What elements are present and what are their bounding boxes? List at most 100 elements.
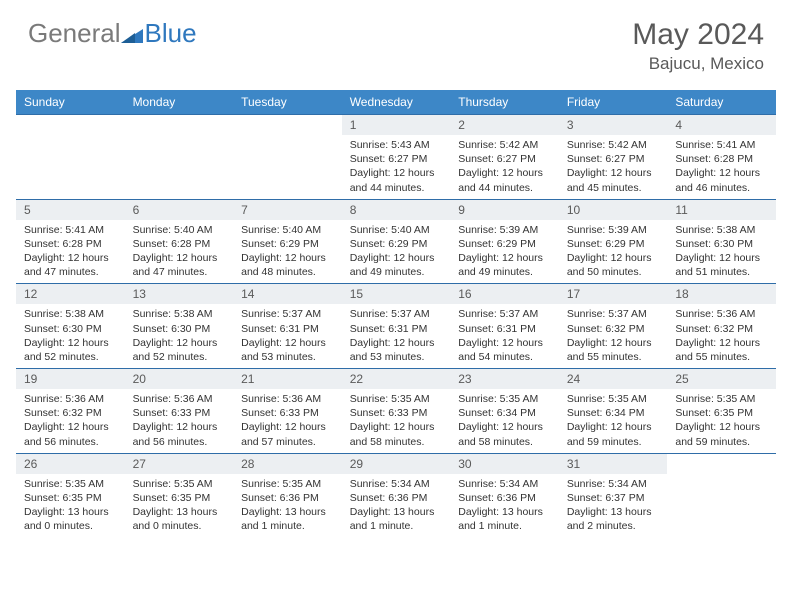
cell-body: Sunrise: 5:37 AMSunset: 6:31 PMDaylight:… <box>450 304 559 368</box>
day-number: 25 <box>667 369 776 389</box>
day-number: 13 <box>125 284 234 304</box>
title-block: May 2024 Bajucu, Mexico <box>632 18 764 74</box>
sunset-text: Sunset: 6:30 PM <box>675 237 768 251</box>
sunrise-text: Sunrise: 5:35 AM <box>241 477 334 491</box>
daylight-text: Daylight: 12 hours and 56 minutes. <box>24 420 117 448</box>
calendar-cell: 16Sunrise: 5:37 AMSunset: 6:31 PMDayligh… <box>450 284 559 369</box>
daylight-text: Daylight: 13 hours and 1 minute. <box>241 505 334 533</box>
calendar-cell: 20Sunrise: 5:36 AMSunset: 6:33 PMDayligh… <box>125 369 234 454</box>
day-number: 28 <box>233 454 342 474</box>
sunrise-text: Sunrise: 5:39 AM <box>567 223 660 237</box>
calendar-row: 5Sunrise: 5:41 AMSunset: 6:28 PMDaylight… <box>16 199 776 284</box>
header: General Blue May 2024 Bajucu, Mexico <box>0 0 792 84</box>
calendar-cell: 24Sunrise: 5:35 AMSunset: 6:34 PMDayligh… <box>559 369 668 454</box>
day-number: 18 <box>667 284 776 304</box>
calendar-cell <box>16 115 125 200</box>
daylight-text: Daylight: 12 hours and 52 minutes. <box>133 336 226 364</box>
sunset-text: Sunset: 6:32 PM <box>567 322 660 336</box>
sunrise-text: Sunrise: 5:40 AM <box>350 223 443 237</box>
calendar-table: Sunday Monday Tuesday Wednesday Thursday… <box>16 90 776 537</box>
daylight-text: Daylight: 12 hours and 58 minutes. <box>350 420 443 448</box>
sunrise-text: Sunrise: 5:36 AM <box>24 392 117 406</box>
calendar-cell: 17Sunrise: 5:37 AMSunset: 6:32 PMDayligh… <box>559 284 668 369</box>
sunset-text: Sunset: 6:29 PM <box>567 237 660 251</box>
daylight-text: Daylight: 12 hours and 59 minutes. <box>675 420 768 448</box>
cell-body: Sunrise: 5:36 AMSunset: 6:33 PMDaylight:… <box>233 389 342 453</box>
weekday-tue: Tuesday <box>233 90 342 115</box>
sunrise-text: Sunrise: 5:35 AM <box>567 392 660 406</box>
sunset-text: Sunset: 6:31 PM <box>350 322 443 336</box>
calendar-cell: 6Sunrise: 5:40 AMSunset: 6:28 PMDaylight… <box>125 199 234 284</box>
daylight-text: Daylight: 12 hours and 48 minutes. <box>241 251 334 279</box>
day-number: 22 <box>342 369 451 389</box>
calendar-cell: 13Sunrise: 5:38 AMSunset: 6:30 PMDayligh… <box>125 284 234 369</box>
day-number: 3 <box>559 115 668 135</box>
sunrise-text: Sunrise: 5:38 AM <box>133 307 226 321</box>
sunrise-text: Sunrise: 5:34 AM <box>458 477 551 491</box>
daylight-text: Daylight: 12 hours and 57 minutes. <box>241 420 334 448</box>
logo-triangle-icon <box>121 25 143 43</box>
calendar-cell: 9Sunrise: 5:39 AMSunset: 6:29 PMDaylight… <box>450 199 559 284</box>
cell-body: Sunrise: 5:37 AMSunset: 6:32 PMDaylight:… <box>559 304 668 368</box>
day-number: 9 <box>450 200 559 220</box>
calendar-cell: 30Sunrise: 5:34 AMSunset: 6:36 PMDayligh… <box>450 453 559 537</box>
cell-body: Sunrise: 5:35 AMSunset: 6:35 PMDaylight:… <box>125 474 234 538</box>
day-number: 1 <box>342 115 451 135</box>
sunset-text: Sunset: 6:35 PM <box>133 491 226 505</box>
day-number: 4 <box>667 115 776 135</box>
calendar-cell: 25Sunrise: 5:35 AMSunset: 6:35 PMDayligh… <box>667 369 776 454</box>
logo-text-blue: Blue <box>145 18 197 49</box>
sunrise-text: Sunrise: 5:40 AM <box>241 223 334 237</box>
cell-body: Sunrise: 5:38 AMSunset: 6:30 PMDaylight:… <box>667 220 776 284</box>
daylight-text: Daylight: 13 hours and 1 minute. <box>458 505 551 533</box>
day-number: 2 <box>450 115 559 135</box>
day-number: 6 <box>125 200 234 220</box>
sunset-text: Sunset: 6:27 PM <box>458 152 551 166</box>
cell-body: Sunrise: 5:36 AMSunset: 6:32 PMDaylight:… <box>667 304 776 368</box>
weekday-sun: Sunday <box>16 90 125 115</box>
day-number: 30 <box>450 454 559 474</box>
daylight-text: Daylight: 12 hours and 49 minutes. <box>350 251 443 279</box>
sunset-text: Sunset: 6:28 PM <box>675 152 768 166</box>
day-number: 23 <box>450 369 559 389</box>
sunset-text: Sunset: 6:36 PM <box>350 491 443 505</box>
sunrise-text: Sunrise: 5:37 AM <box>458 307 551 321</box>
calendar-cell: 1Sunrise: 5:43 AMSunset: 6:27 PMDaylight… <box>342 115 451 200</box>
sunset-text: Sunset: 6:30 PM <box>24 322 117 336</box>
calendar-cell: 11Sunrise: 5:38 AMSunset: 6:30 PMDayligh… <box>667 199 776 284</box>
weekday-header-row: Sunday Monday Tuesday Wednesday Thursday… <box>16 90 776 115</box>
day-number: 15 <box>342 284 451 304</box>
cell-body: Sunrise: 5:34 AMSunset: 6:36 PMDaylight:… <box>450 474 559 538</box>
sunrise-text: Sunrise: 5:42 AM <box>567 138 660 152</box>
cell-body: Sunrise: 5:35 AMSunset: 6:34 PMDaylight:… <box>450 389 559 453</box>
calendar-row: 12Sunrise: 5:38 AMSunset: 6:30 PMDayligh… <box>16 284 776 369</box>
sunset-text: Sunset: 6:28 PM <box>24 237 117 251</box>
calendar-cell: 19Sunrise: 5:36 AMSunset: 6:32 PMDayligh… <box>16 369 125 454</box>
sunrise-text: Sunrise: 5:35 AM <box>133 477 226 491</box>
cell-body: Sunrise: 5:39 AMSunset: 6:29 PMDaylight:… <box>450 220 559 284</box>
daylight-text: Daylight: 12 hours and 52 minutes. <box>24 336 117 364</box>
cell-body: Sunrise: 5:36 AMSunset: 6:32 PMDaylight:… <box>16 389 125 453</box>
cell-body: Sunrise: 5:36 AMSunset: 6:33 PMDaylight:… <box>125 389 234 453</box>
calendar-cell <box>667 453 776 537</box>
sunset-text: Sunset: 6:29 PM <box>241 237 334 251</box>
daylight-text: Daylight: 12 hours and 47 minutes. <box>24 251 117 279</box>
day-number: 20 <box>125 369 234 389</box>
cell-body: Sunrise: 5:35 AMSunset: 6:35 PMDaylight:… <box>667 389 776 453</box>
sunrise-text: Sunrise: 5:35 AM <box>675 392 768 406</box>
daylight-text: Daylight: 12 hours and 55 minutes. <box>675 336 768 364</box>
cell-body: Sunrise: 5:42 AMSunset: 6:27 PMDaylight:… <box>450 135 559 199</box>
sunrise-text: Sunrise: 5:34 AM <box>567 477 660 491</box>
cell-body: Sunrise: 5:40 AMSunset: 6:28 PMDaylight:… <box>125 220 234 284</box>
month-title: May 2024 <box>632 18 764 52</box>
day-number: 21 <box>233 369 342 389</box>
cell-body: Sunrise: 5:34 AMSunset: 6:37 PMDaylight:… <box>559 474 668 538</box>
sunrise-text: Sunrise: 5:37 AM <box>567 307 660 321</box>
cell-body: Sunrise: 5:40 AMSunset: 6:29 PMDaylight:… <box>233 220 342 284</box>
daylight-text: Daylight: 12 hours and 45 minutes. <box>567 166 660 194</box>
calendar-cell: 26Sunrise: 5:35 AMSunset: 6:35 PMDayligh… <box>16 453 125 537</box>
sunrise-text: Sunrise: 5:38 AM <box>675 223 768 237</box>
calendar-cell: 4Sunrise: 5:41 AMSunset: 6:28 PMDaylight… <box>667 115 776 200</box>
cell-body: Sunrise: 5:43 AMSunset: 6:27 PMDaylight:… <box>342 135 451 199</box>
day-number: 31 <box>559 454 668 474</box>
